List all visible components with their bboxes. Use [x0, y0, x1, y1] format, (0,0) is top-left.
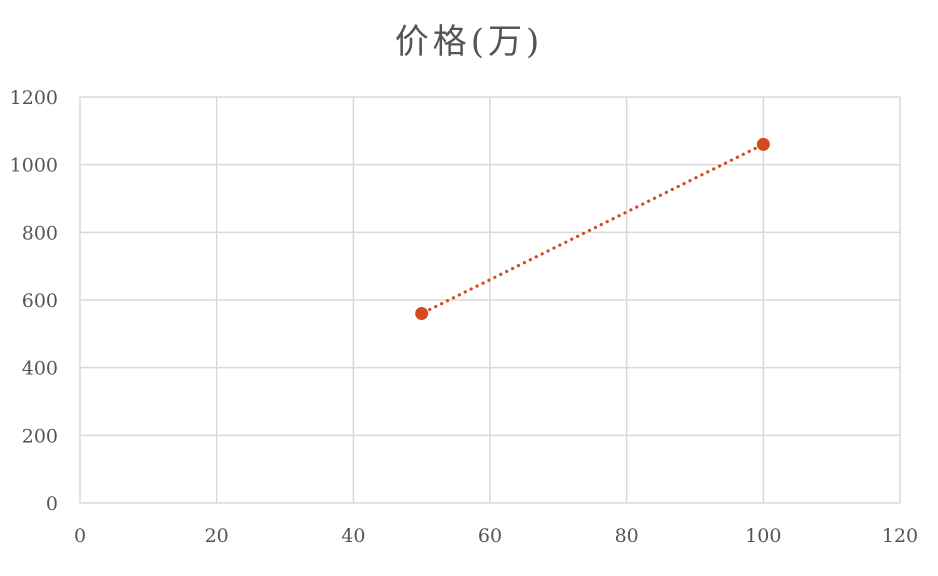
y-tick-label: 200: [22, 425, 58, 447]
y-tick-label: 0: [46, 493, 58, 515]
data-point: [756, 137, 770, 151]
chart-title: 价格(万): [394, 22, 544, 62]
y-tick-label: 1000: [10, 155, 58, 177]
y-tick-label: 400: [22, 358, 58, 380]
x-tick-label: 80: [615, 525, 639, 547]
y-tick-label: 800: [22, 222, 58, 244]
x-tick-label: 40: [341, 525, 365, 547]
x-tick-label: 60: [478, 525, 502, 547]
data-point: [415, 307, 429, 321]
y-tick-label: 1200: [10, 87, 58, 109]
y-tick-label: 600: [22, 290, 58, 312]
trendline: [428, 146, 757, 312]
x-tick-label: 0: [74, 525, 86, 547]
x-tick-label: 20: [205, 525, 229, 547]
x-tick-label: 120: [882, 525, 918, 547]
x-tick-label: 100: [745, 525, 781, 547]
